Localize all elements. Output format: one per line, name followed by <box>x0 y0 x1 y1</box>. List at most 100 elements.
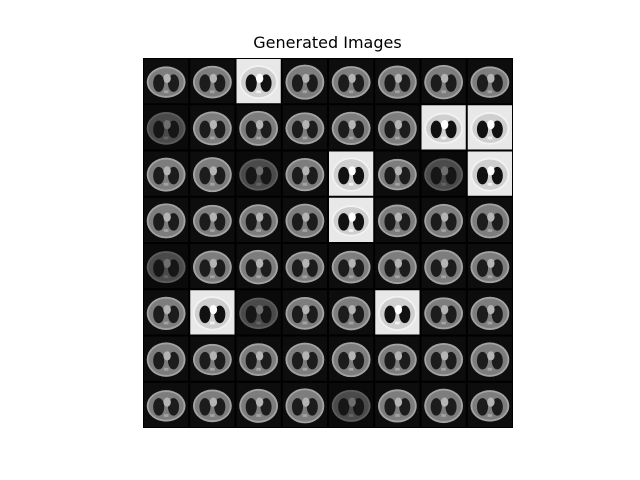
spine-region <box>256 229 261 232</box>
spine-region <box>395 367 400 371</box>
heart-region <box>394 73 403 83</box>
left-lung <box>291 259 304 277</box>
spine-region <box>441 229 446 232</box>
ct-slice-tile <box>467 382 512 427</box>
heart-region <box>348 397 356 407</box>
ct-slice-tile <box>190 59 235 104</box>
spine-region <box>256 182 261 186</box>
heart-region <box>163 119 171 130</box>
left-lung <box>245 259 257 277</box>
ct-slice-tile <box>375 336 420 381</box>
heart-region <box>255 258 264 268</box>
spine-region <box>395 90 400 94</box>
left-lung <box>476 305 489 324</box>
spine-region <box>348 136 354 140</box>
ct-slice-tile <box>329 382 374 427</box>
heart-region <box>440 258 449 268</box>
heart-region <box>440 397 449 407</box>
left-lung <box>476 398 489 416</box>
ct-slice-tile <box>375 197 420 242</box>
spine-region <box>441 90 446 94</box>
heart-region <box>440 304 449 315</box>
ct-slice-tile <box>329 336 374 381</box>
ct-slice-tile <box>375 382 420 427</box>
heart-region <box>394 351 403 361</box>
figure-title: Generated Images <box>253 33 402 52</box>
left-lung <box>153 166 165 185</box>
spine-region <box>395 229 400 232</box>
left-lung <box>245 120 257 139</box>
spine-region <box>441 275 446 279</box>
heart-region <box>163 258 171 268</box>
left-lung <box>384 351 396 370</box>
spine-region <box>348 414 354 417</box>
ct-slice-tile <box>144 59 189 104</box>
left-lung <box>338 213 350 231</box>
left-lung <box>430 166 442 185</box>
ct-slice-tile <box>329 105 374 150</box>
left-lung <box>153 351 165 370</box>
spine-region <box>163 182 169 186</box>
left-lung <box>338 74 350 92</box>
spine-region <box>302 182 308 186</box>
spine-region <box>441 321 446 325</box>
left-lung <box>430 305 442 324</box>
ct-slice-tile <box>236 244 281 289</box>
heart-region <box>487 119 495 130</box>
left-lung <box>384 166 396 185</box>
ct-slice-tile <box>421 244 466 289</box>
left-lung <box>153 259 165 277</box>
heart-region <box>394 397 403 407</box>
ct-slice-tile <box>421 59 466 104</box>
heart-region <box>487 73 495 83</box>
spine-region <box>210 321 215 325</box>
left-lung <box>245 351 257 370</box>
heart-region <box>487 397 495 407</box>
heart-region <box>348 166 356 176</box>
left-lung <box>291 120 304 139</box>
heart-region <box>394 258 403 268</box>
spine-region <box>487 414 493 417</box>
left-lung <box>291 166 304 185</box>
ct-slice-tile <box>329 244 374 289</box>
left-lung <box>338 120 350 139</box>
spine-region <box>210 182 215 186</box>
left-lung <box>384 120 396 139</box>
ct-slice-tile <box>467 151 512 196</box>
ct-slice-tile <box>144 290 189 335</box>
spine-region <box>441 367 446 371</box>
spine-region <box>256 90 261 94</box>
spine-region <box>210 136 215 140</box>
ct-slice-tile <box>144 382 189 427</box>
spine-region <box>302 90 308 94</box>
heart-region <box>348 119 356 130</box>
ct-slice-tile <box>236 59 281 104</box>
left-lung <box>338 398 350 416</box>
spine-region <box>487 367 493 371</box>
heart-region <box>209 351 218 361</box>
ct-slice-tile <box>467 197 512 242</box>
left-lung <box>430 213 442 231</box>
heart-region <box>487 258 495 268</box>
heart-region <box>209 304 218 315</box>
spine-region <box>163 275 169 279</box>
ct-slice-tile <box>282 244 327 289</box>
heart-region <box>255 397 264 407</box>
ct-slice-tile <box>282 151 327 196</box>
left-lung <box>476 259 489 277</box>
heart-region <box>209 119 218 130</box>
left-lung <box>199 398 211 416</box>
heart-region <box>163 73 171 83</box>
heart-region <box>440 73 449 83</box>
heart-region <box>348 351 356 361</box>
spine-region <box>395 136 400 140</box>
spine-region <box>163 321 169 325</box>
spine-region <box>302 414 308 417</box>
heart-region <box>255 166 264 176</box>
left-lung <box>245 213 257 231</box>
spine-region <box>302 367 308 371</box>
left-lung <box>430 351 442 370</box>
spine-region <box>302 321 308 325</box>
left-lung <box>291 398 304 416</box>
left-lung <box>291 213 304 231</box>
